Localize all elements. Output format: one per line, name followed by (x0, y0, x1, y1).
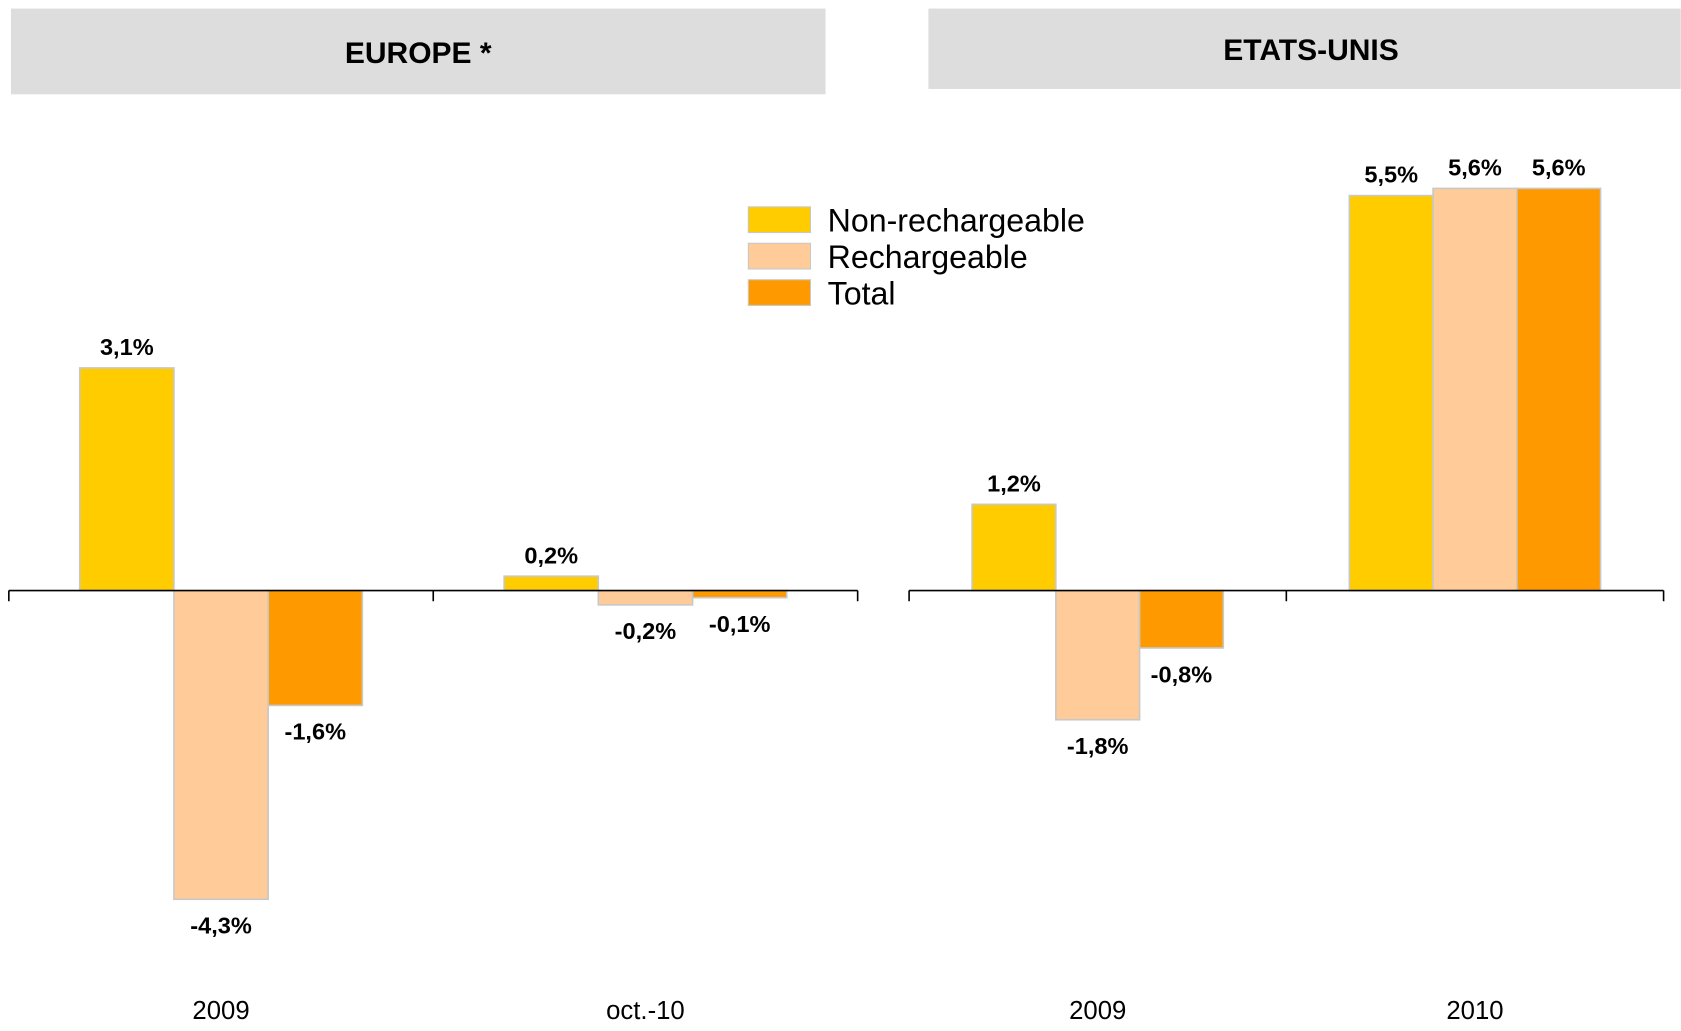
legend-swatch (747, 279, 812, 306)
data-label: 5,6% (1448, 155, 1502, 181)
data-label: -1,6% (284, 719, 346, 745)
data-label: 1,2% (987, 470, 1041, 496)
bar (1055, 589, 1141, 721)
title-box (10, 8, 826, 95)
chart-title: ETATS-UNIS (1223, 34, 1399, 67)
bar (1138, 589, 1225, 649)
bar (597, 589, 694, 606)
x-tick-label: 2010 (1446, 997, 1503, 1025)
legend-swatch (747, 206, 812, 234)
data-label: 3,1% (100, 334, 154, 360)
x-tick-label: 2009 (1069, 997, 1126, 1025)
data-label: 5,5% (1364, 162, 1418, 188)
legend-label: Non-rechargeable (828, 202, 1085, 238)
bar (1348, 194, 1434, 592)
legend-swatch (747, 242, 812, 270)
data-label: -0,2% (615, 618, 677, 644)
data-label: 5,6% (1532, 155, 1586, 181)
bar (691, 589, 788, 599)
x-tick-label: 2009 (192, 997, 249, 1025)
data-label: -4,3% (190, 913, 252, 939)
bar (78, 367, 175, 592)
chart-title: EUROPE * (345, 37, 492, 70)
data-label: -1,8% (1067, 733, 1129, 759)
bar (1516, 187, 1602, 592)
legend-label: Total (828, 275, 896, 311)
bar (173, 589, 269, 901)
legend-label: Rechargeable (828, 239, 1028, 275)
bar (1432, 187, 1518, 592)
data-label: 0,2% (524, 542, 578, 568)
data-label: -0,1% (709, 611, 771, 637)
title-box (928, 8, 1681, 89)
x-tick-label: oct.-10 (606, 997, 685, 1025)
data-label: -0,8% (1151, 661, 1213, 687)
bar (971, 503, 1057, 592)
bar (503, 575, 600, 592)
bar (267, 589, 364, 707)
